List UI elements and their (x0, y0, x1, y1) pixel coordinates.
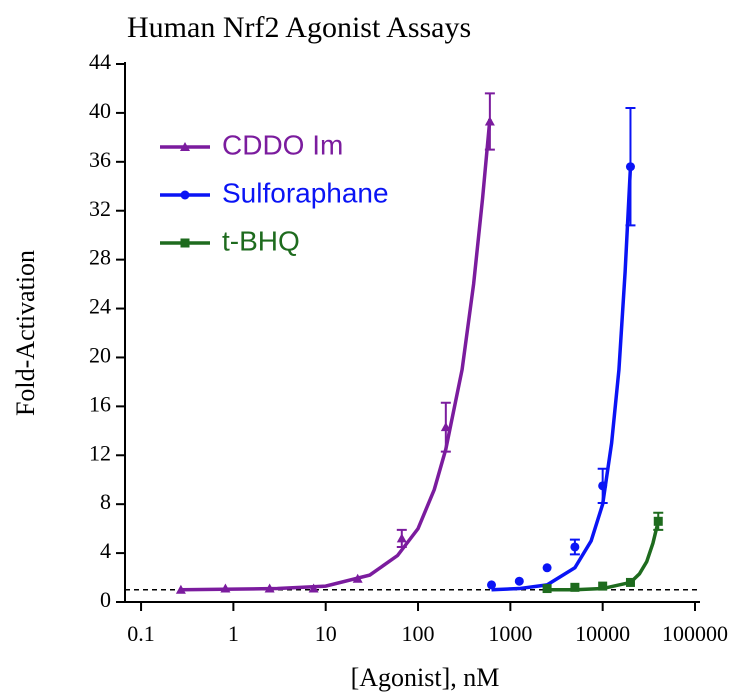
y-tick-label: 16 (89, 391, 111, 416)
marker (653, 516, 663, 526)
x-tick-label: 100000 (662, 621, 728, 646)
x-tick-label: 1000 (488, 621, 532, 646)
legend-label: CDDO Im (222, 129, 343, 160)
y-tick-label: 12 (89, 440, 111, 465)
fit-curve (491, 166, 633, 592)
marker (570, 582, 580, 592)
y-tick-label: 20 (89, 343, 111, 368)
marker (625, 162, 635, 172)
marker (396, 533, 407, 543)
y-tick-label: 28 (89, 245, 111, 270)
y-tick-label: 44 (89, 49, 111, 74)
x-tick-label: 0.1 (127, 621, 155, 646)
y-tick-label: 8 (100, 489, 111, 514)
x-tick-label: 10 (315, 621, 337, 646)
fit-curve (180, 118, 492, 592)
fit-curve (547, 520, 660, 592)
x-tick-label: 100 (402, 621, 435, 646)
marker (542, 584, 552, 594)
marker (484, 116, 495, 126)
x-tick-label: 10000 (575, 621, 630, 646)
y-axis-label: Fold-Activation (11, 250, 40, 416)
legend-label: Sulforaphane (222, 177, 389, 208)
y-tick-label: 32 (89, 196, 111, 221)
marker (440, 422, 451, 432)
y-tick-label: 36 (89, 147, 111, 172)
x-tick-label: 1 (228, 621, 239, 646)
chart-title: Human Nrf2 Agonist Assays (127, 11, 471, 44)
marker (220, 583, 231, 593)
marker (308, 583, 319, 593)
y-tick-label: 40 (89, 98, 111, 123)
marker (625, 577, 635, 587)
marker (180, 190, 190, 200)
y-tick-label: 4 (100, 538, 111, 563)
marker (514, 576, 524, 586)
y-tick-label: 0 (100, 587, 111, 612)
y-tick-label: 24 (89, 294, 111, 319)
legend-label: t-BHQ (222, 225, 300, 256)
marker (352, 573, 363, 583)
marker (264, 583, 275, 593)
marker (598, 581, 608, 591)
x-axis-label: [Agonist], nM (351, 663, 500, 692)
marker (487, 580, 497, 590)
marker (175, 584, 186, 594)
marker (542, 563, 552, 573)
marker (180, 238, 190, 248)
marker (570, 542, 580, 552)
marker (180, 142, 190, 151)
marker (598, 481, 608, 491)
